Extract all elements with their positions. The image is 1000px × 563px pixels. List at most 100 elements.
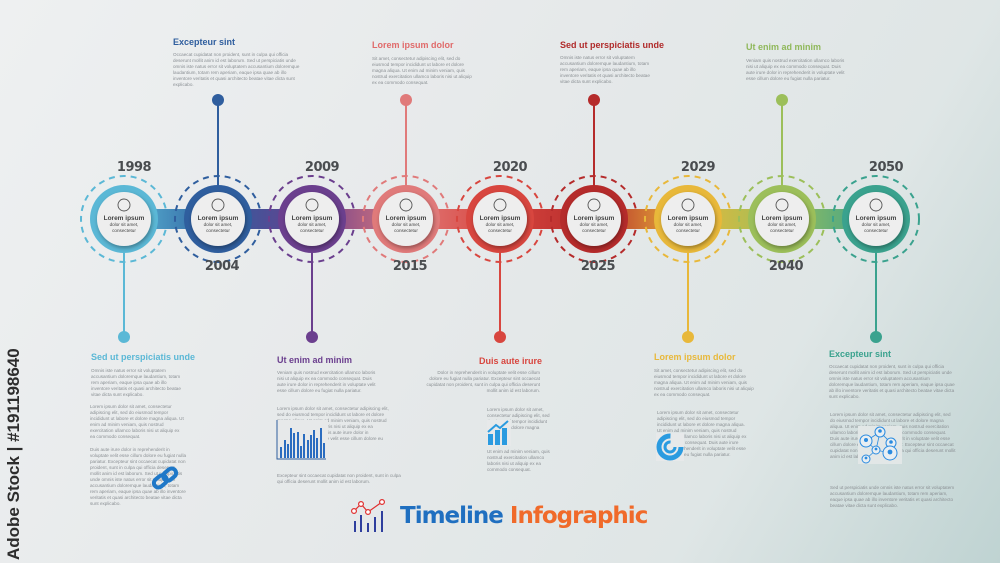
heading-excepteur-bottom: Excepteur sint — [829, 349, 892, 359]
node-label: Lorem ipsum — [197, 215, 239, 222]
heading-excepteur-top: Excepteur sint — [173, 37, 236, 47]
node-text: Lorem ipsum dolor sit amet, consectetur — [192, 213, 244, 233]
chat-bubbles-icon — [399, 198, 413, 212]
pie-chart-icon — [656, 433, 684, 461]
node-text: Lorem ipsum dolor sit amet, consectetur — [286, 213, 338, 233]
node-sub1: dolor sit amet, — [579, 222, 609, 227]
node-sub1: dolor sit amet, — [485, 222, 515, 227]
node-label: Lorem ipsum — [479, 215, 521, 222]
node-sub1: dolor sit amet, — [673, 222, 703, 227]
node-sub2: consectetur — [582, 227, 606, 233]
node-sub2: consectetur — [864, 227, 888, 233]
node-text: Lorem ipsum dolor sit amet, consectetur — [474, 213, 526, 233]
text-duis-bottom-3: Ut enim ad minim veniam, quis nostrud ex… — [487, 449, 550, 472]
stem-dot — [494, 331, 506, 343]
node-disc — [379, 192, 433, 246]
node-label: Lorem ipsum — [761, 215, 803, 222]
node-sub1: dolor sit amet, — [109, 222, 139, 227]
node-sub1: dolor sit amet, — [297, 222, 327, 227]
year-label: 1998 — [116, 160, 152, 175]
heading-sed-bottom: Sed ut perspiciatis unde — [91, 352, 196, 362]
airplane-icon — [681, 198, 695, 212]
year-label: 2025 — [580, 259, 616, 274]
chip-icon — [493, 198, 507, 212]
node-disc — [473, 192, 527, 246]
text-excepteur-bottom: Occaecat cupidatat non proident, sunt in… — [829, 364, 955, 399]
heading-lorem-bottom: Lorem ipsum dolor — [654, 352, 736, 362]
bar-chart-icon — [276, 420, 328, 460]
node-sub1: dolor sit amet, — [767, 222, 797, 227]
node-text: Lorem ipsum dolor sit amet, consectetur — [756, 213, 808, 233]
heading-utenim-bottom: Ut enim ad minim — [277, 355, 353, 365]
stem-dot — [400, 94, 412, 106]
node-label: Lorem ipsum — [103, 215, 145, 222]
node-sub1: dolor sit amet, — [203, 222, 233, 227]
growth-chart-icon — [487, 420, 511, 446]
node-text: Lorem ipsum dolor sit amet, consectetur — [662, 213, 714, 233]
text-sed-top: Omnis iste natus error sit voluptatem ac… — [560, 55, 650, 84]
analytics-logo-icon — [350, 499, 385, 532]
node-label: Lorem ipsum — [855, 215, 897, 222]
node-label: Lorem ipsum — [385, 215, 427, 222]
text-utenim-top: Veniam quis nostrud exercitation ullamco… — [746, 58, 845, 81]
node-text: Lorem ipsum dolor sit amet, consectetur — [568, 213, 620, 233]
chain-link-icon — [151, 466, 179, 490]
heading-lorem-top: Lorem ipsum dolor — [372, 40, 454, 50]
node-sub2: consectetur — [770, 227, 794, 233]
magnifier-icon — [211, 198, 225, 212]
node-disc — [191, 192, 245, 246]
node-disc — [567, 192, 621, 246]
node-label: Lorem ipsum — [667, 215, 709, 222]
node-sub1: dolor sit amet, — [861, 222, 891, 227]
cloud-upload-icon — [587, 198, 601, 212]
text-utenim-bottom-3: Excepteur sint occaecat cupidatat non pr… — [277, 473, 401, 484]
year-label: 2020 — [492, 160, 528, 175]
node-text: Lorem ipsum dolor sit amet, consectetur — [380, 213, 432, 233]
text-sed-bottom: Omnis iste natus error sit voluptatem ac… — [91, 368, 181, 397]
heading-utenim-top: Ut enim ad minim — [746, 42, 822, 52]
text-lorem-bottom: Sit amet, consectetur adipiscing elit, s… — [654, 368, 754, 397]
node-disc — [661, 192, 715, 246]
node-disc — [285, 192, 339, 246]
node-sub2: consectetur — [394, 227, 418, 233]
year-label: 2040 — [768, 259, 804, 274]
node-sub2: consectetur — [112, 227, 136, 233]
node-sub2: consectetur — [206, 227, 230, 233]
infographic-title: Timeline Infographic — [400, 503, 648, 529]
map-pin-icon — [117, 198, 131, 212]
text-lorem-bottom-2: Lorem ipsum dolor sit amet, consectetur … — [657, 410, 747, 457]
node-disc — [97, 192, 151, 246]
node-sub2: consectetur — [300, 227, 324, 233]
stem-dot — [306, 331, 318, 343]
node-sub2: consectetur — [676, 227, 700, 233]
node-label: Lorem ipsum — [291, 215, 333, 222]
text-excepteur-bottom-3: Sed ut perspiciatis unde omnis iste natu… — [830, 485, 955, 508]
node-label: Lorem ipsum — [573, 215, 615, 222]
text-sed-bottom-2: Lorem ipsum dolor sit amet, consectetur … — [90, 404, 184, 439]
text-lorem-top: Sit amet, consectetur adipiscing elit, s… — [372, 56, 472, 85]
title-part-infographic: Infographic — [509, 503, 648, 529]
stem-dot — [588, 94, 600, 106]
year-label: 2015 — [392, 259, 428, 274]
text-duis-bottom: Dolor in reprehenderit in voluptate veli… — [426, 370, 540, 393]
stem-dot — [870, 331, 882, 343]
year-label: 2029 — [680, 160, 716, 175]
24h-service-icon — [869, 198, 883, 212]
support-agent-icon — [775, 198, 789, 212]
node-disc — [755, 192, 809, 246]
text-excepteur-top: Occaecat cupidatat non proident, sunt in… — [173, 52, 300, 87]
network-people-icon — [858, 426, 902, 464]
stem-dot — [776, 94, 788, 106]
title-part-timeline: Timeline — [400, 503, 504, 529]
year-label: 2009 — [304, 160, 340, 175]
text-sed-bottom-3: Duis aute irure dolor in reprehenderit i… — [90, 447, 187, 506]
stem-dot — [118, 331, 130, 343]
node-sub1: dolor sit amet, — [391, 222, 421, 227]
stem-dot — [212, 94, 224, 106]
node-text: Lorem ipsum dolor sit amet, consectetur — [850, 213, 902, 233]
text-utenim-bottom: Veniam quis nostrud exercitation ullamco… — [277, 370, 376, 393]
year-label: 2004 — [204, 259, 240, 274]
year-label: 2050 — [868, 160, 904, 175]
node-disc — [849, 192, 903, 246]
